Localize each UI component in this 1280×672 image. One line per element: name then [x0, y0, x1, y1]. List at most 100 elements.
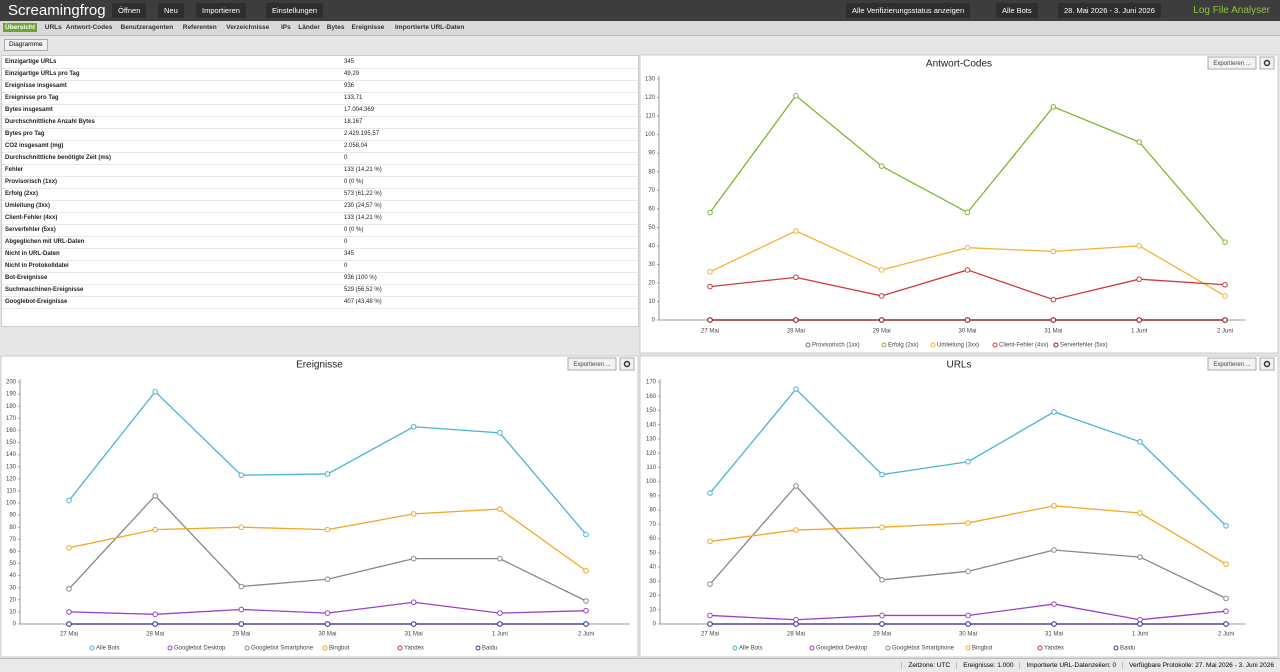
data-point	[238, 606, 245, 613]
row-value: 407 (43,48 %)	[344, 299, 382, 305]
legend-label: Bingbot	[972, 646, 993, 652]
y-tick-label: 150	[646, 408, 657, 414]
bot-filter[interactable]: Alle Bots	[996, 3, 1038, 18]
data-point	[1050, 317, 1057, 323]
row-label: Fehler	[5, 167, 24, 173]
legend-label: Umleitung (3xx)	[937, 343, 979, 349]
data-point	[410, 599, 417, 606]
row-value: 0	[344, 155, 348, 161]
row-value: 18.167	[344, 119, 363, 125]
y-tick-label: 170	[646, 380, 657, 386]
export-button[interactable]	[567, 357, 617, 371]
table-row: Durchschnittliche benötigte Zeit (ms) 0	[2, 152, 638, 165]
data-point	[152, 526, 158, 533]
data-point	[1222, 239, 1228, 245]
table-row: Bot-Ereignisse 936 (100 %)	[2, 272, 638, 285]
tab[interactable]: Referenten	[182, 24, 217, 31]
x-tick-label: 31 Mai	[1045, 632, 1063, 638]
export-label: Exportieren ...	[573, 362, 611, 368]
y-tick-label: 110	[646, 465, 656, 471]
settings-button[interactable]	[1259, 56, 1275, 70]
tab[interactable]: Bytes	[326, 24, 345, 31]
y-tick-label: 40	[648, 243, 655, 249]
y-tick-label: 20	[649, 593, 656, 599]
legend-marker	[732, 645, 738, 651]
x-tick-label: 27 Mai	[701, 632, 719, 638]
row-label: Client-Fehler (4xx)	[5, 215, 58, 221]
x-tick-label: 31 Mai	[1044, 329, 1062, 335]
data-point	[1051, 601, 1057, 607]
y-tick-label: 30	[649, 579, 656, 585]
y-tick-label: 10	[9, 609, 16, 615]
legend-label: Alle Bots	[739, 646, 763, 652]
data-point	[1136, 317, 1142, 323]
data-point	[793, 621, 799, 627]
row-label: Durchschnittliche benötigte Zeit (ms)	[5, 155, 112, 161]
data-point	[152, 621, 158, 627]
table-row: Einzigartige URLs pro Tag 49,29	[2, 68, 638, 81]
legend-marker	[930, 342, 936, 348]
legend-marker	[881, 342, 887, 348]
row-label: Ereignisse pro Tag	[5, 95, 59, 101]
data-point	[1051, 503, 1057, 509]
data-point	[410, 423, 417, 430]
tab[interactable]: Benutzeragenten	[120, 24, 174, 31]
data-point	[964, 267, 971, 273]
tab[interactable]: Ereignisse	[351, 24, 385, 31]
legend-label: Googlebot Smartphone	[892, 646, 955, 652]
data-point	[878, 293, 885, 299]
tab[interactable]: Importierte URL-Daten	[395, 24, 465, 31]
x-tick-label: 29 Mai	[232, 632, 250, 638]
date-range[interactable]: 28. Mai 2026 - 3. Juni 2026	[1058, 3, 1161, 18]
legend-marker	[992, 342, 998, 348]
tab[interactable]: Verzeichnisse	[226, 24, 270, 31]
legend-label: Provisorisch (1xx)	[812, 343, 860, 349]
export-label: Exportieren ...	[1213, 61, 1251, 67]
row-label: Erfolg (2xx)	[5, 191, 39, 197]
y-tick-label: 50	[648, 225, 655, 231]
y-tick-label: 180	[6, 404, 17, 410]
tab[interactable]: Länder	[298, 24, 320, 31]
data-point	[66, 621, 72, 627]
table-row: Serverfehler (5xx) 0 (0 %)	[2, 224, 638, 237]
data-point	[1051, 409, 1057, 415]
legend-label: Alle Bots	[96, 646, 120, 652]
y-tick-label: 60	[9, 549, 16, 555]
toolbar-button[interactable]: Einstellungen	[266, 3, 324, 18]
y-tick-label: 40	[9, 573, 16, 579]
row-value: 230 (24,57 %)	[344, 203, 382, 209]
data-point	[66, 586, 72, 592]
data-point	[66, 544, 72, 551]
row-label: Ereignisse insgesamt	[5, 83, 67, 89]
settings-button[interactable]	[1259, 357, 1275, 371]
export-button[interactable]	[1207, 56, 1257, 70]
diagram-button[interactable]: Diagramme	[4, 39, 48, 51]
tab[interactable]: Übersicht	[3, 23, 37, 32]
data-point	[965, 621, 971, 627]
tab[interactable]: Antwort-Codes	[65, 24, 113, 31]
data-point	[964, 317, 971, 323]
y-tick-label: 120	[646, 451, 657, 457]
settings-button[interactable]	[619, 357, 635, 371]
data-point	[324, 526, 331, 533]
chart-title: Ereignisse	[296, 360, 343, 371]
data-point	[410, 511, 417, 517]
data-point	[583, 567, 589, 574]
x-tick-label: 28 Mai	[787, 329, 805, 335]
tab[interactable]: IPs	[281, 24, 291, 31]
export-button[interactable]	[1207, 357, 1257, 371]
data-point	[497, 610, 503, 616]
legend-marker	[475, 645, 481, 651]
verification-filter[interactable]: Alle Verifizierungsstatus anzeigen	[846, 3, 971, 18]
x-tick-label: 30 Mai	[959, 632, 977, 638]
y-tick-label: 100	[645, 132, 656, 138]
tab[interactable]: URLs	[44, 24, 62, 31]
toolbar-button[interactable]: Neu	[158, 3, 184, 18]
data-point	[238, 524, 245, 531]
data-point	[583, 598, 589, 604]
status-item: Zeitzone: UTC	[901, 662, 957, 669]
data-point	[707, 612, 713, 619]
y-tick-label: 0	[652, 318, 656, 324]
toolbar-button[interactable]: Importieren	[196, 3, 246, 18]
toolbar-button[interactable]: Öffnen	[112, 3, 147, 18]
